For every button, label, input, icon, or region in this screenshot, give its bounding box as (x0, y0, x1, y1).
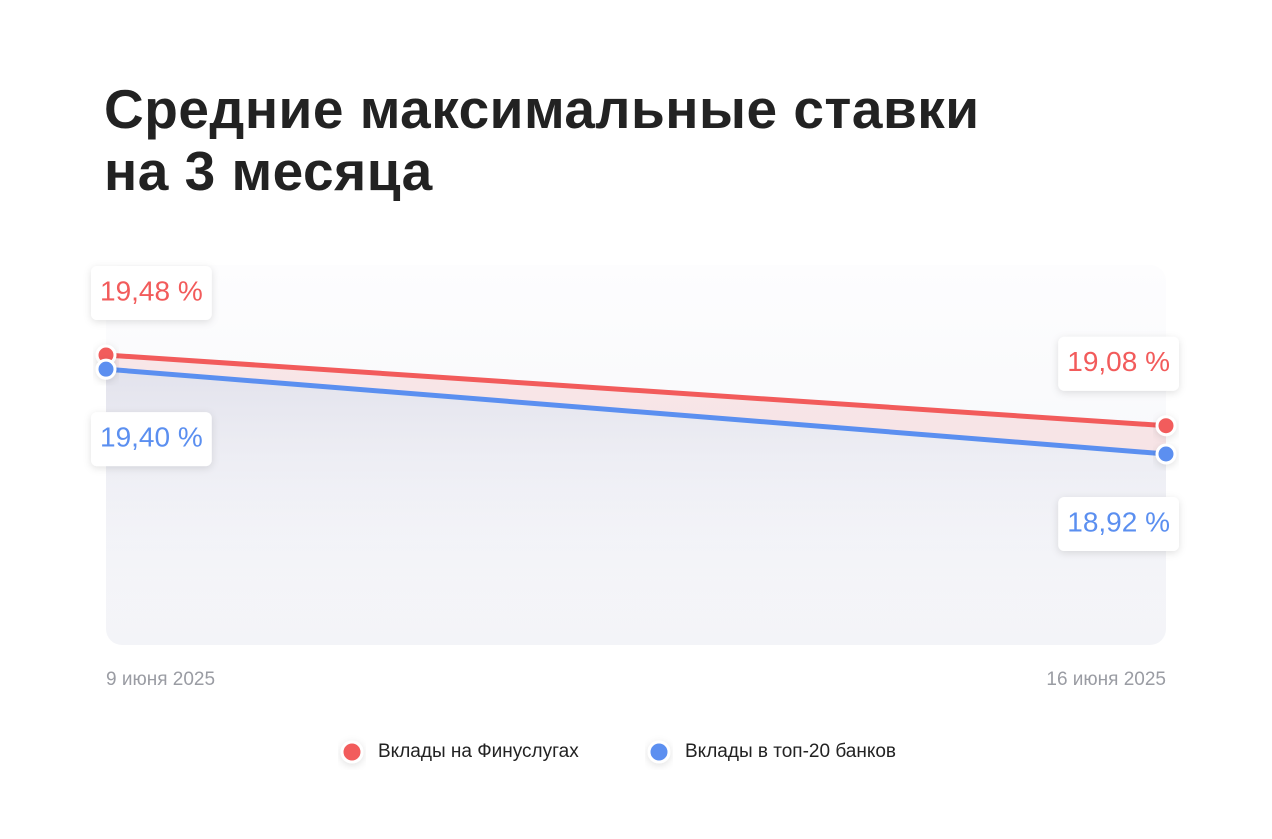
value-label: 18,92 % (1067, 506, 1170, 537)
value-label: 19,48 % (100, 275, 203, 306)
data-point (95, 358, 117, 380)
data-point (1155, 415, 1177, 437)
x-tick-label: 9 июня 2025 (106, 669, 215, 690)
series-line (103, 352, 1169, 429)
legend-label: Вклады в топ-20 банков (685, 741, 896, 762)
x-tick-label: 16 июня 2025 (1046, 669, 1166, 690)
label-background (1058, 497, 1179, 551)
label-background (1058, 336, 1179, 391)
area-fill (106, 369, 1166, 645)
label-background (91, 412, 212, 467)
chart-title: Средние максимальные ставки на 3 месяца (104, 78, 980, 202)
value-label: 19,08 % (1067, 346, 1170, 377)
value-label-box: 19,08 % (1058, 336, 1179, 391)
value-label-box: 18,92 % (1058, 497, 1179, 551)
value-label: 19,40 % (100, 422, 203, 453)
data-point (1155, 443, 1177, 465)
label-background (91, 266, 212, 320)
band-fill (106, 355, 1166, 454)
series-line (103, 366, 1169, 457)
value-label-box: 19,48 % (91, 266, 212, 320)
legend-marker (647, 740, 671, 764)
legend-marker (340, 740, 364, 764)
legend-label: Вклады на Финуслугах (378, 741, 579, 762)
value-label-box: 19,40 % (91, 412, 212, 467)
